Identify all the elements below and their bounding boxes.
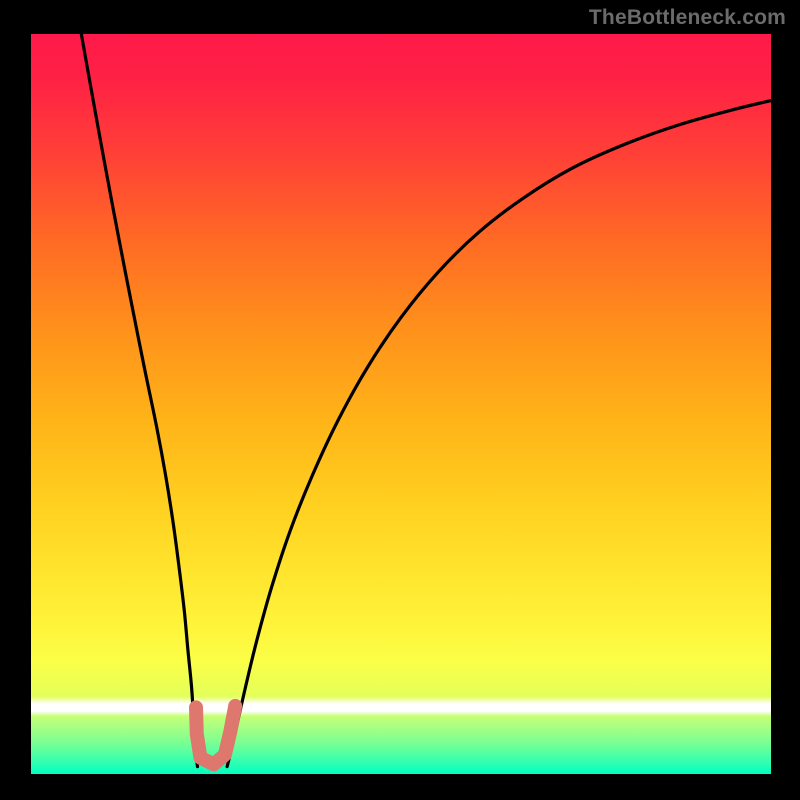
chart-frame: { "watermark": { "text": "TheBottleneck.…: [0, 0, 800, 800]
bottleneck-curve-chart: [0, 0, 800, 800]
gradient-background: [31, 34, 771, 774]
watermark-text: TheBottleneck.com: [589, 6, 786, 30]
